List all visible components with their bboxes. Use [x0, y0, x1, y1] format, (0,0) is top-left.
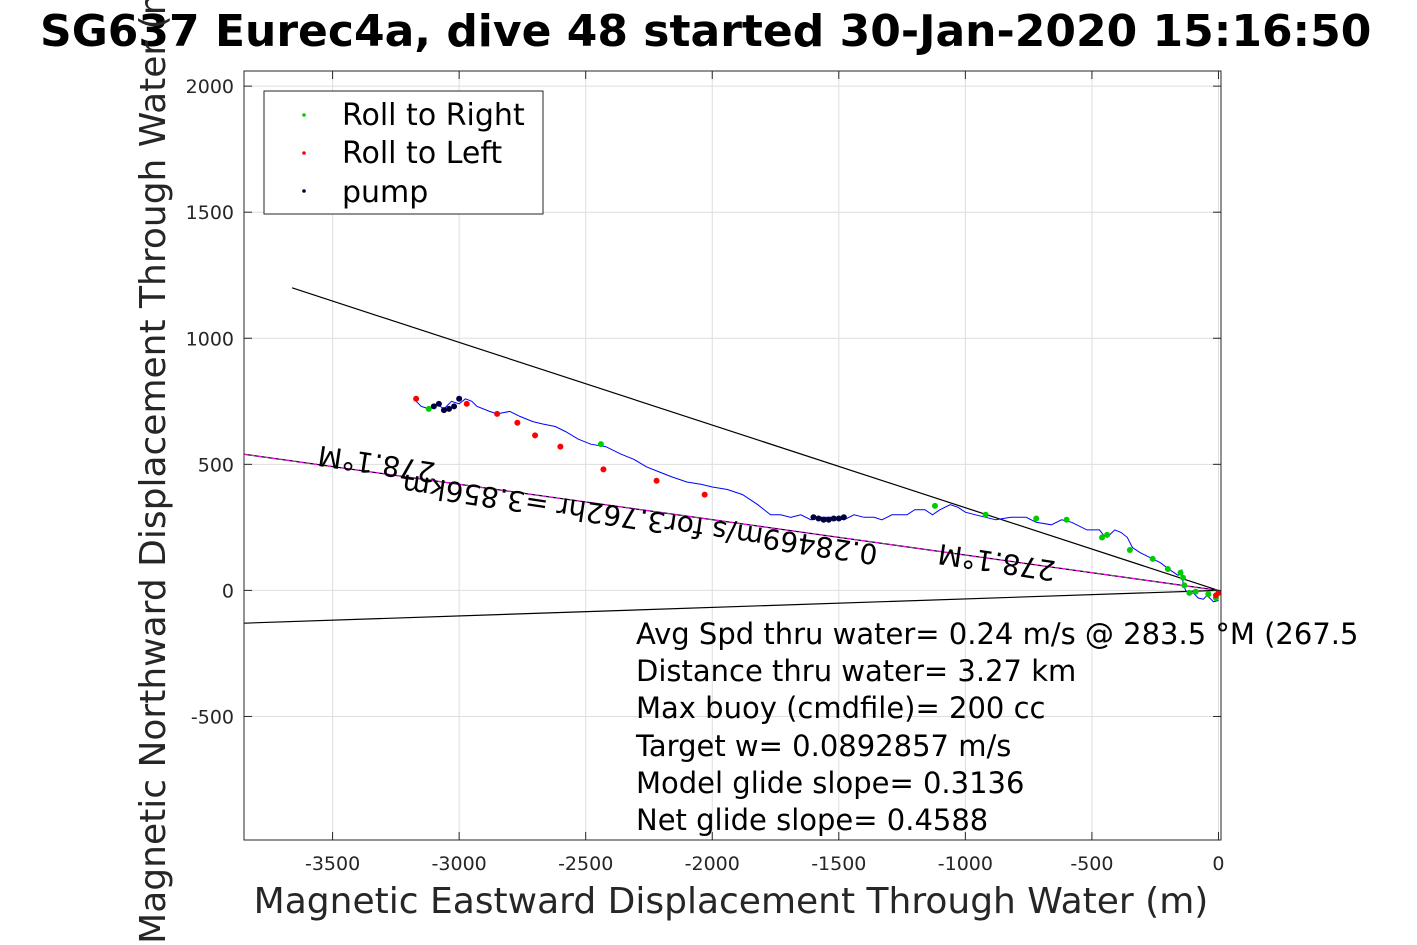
stat-target-w: Target w= 0.0892857 m/s [635, 729, 1011, 763]
roll-right-point [597, 441, 604, 448]
roll-left-point [413, 395, 420, 402]
x-tick-label: -2000 [685, 853, 740, 875]
roll-pump-markers [413, 395, 1221, 601]
roll-right-point [1104, 531, 1111, 538]
legend-label-roll-right: Roll to Right [342, 98, 525, 133]
legend-marker-pump [302, 189, 306, 193]
legend-box [263, 90, 544, 215]
y-tick-label: 500 [198, 454, 234, 476]
pump-point [446, 405, 453, 412]
roll-right-point [1186, 589, 1193, 596]
roll-left-point [463, 400, 470, 407]
avg-heading-line [244, 453, 1219, 591]
stat-distance: Distance thru water= 3.27 km [636, 654, 1076, 688]
pump-point [840, 514, 847, 521]
x-tick-label: -2500 [558, 853, 613, 875]
roll-left-point [532, 432, 539, 439]
roll-right-point [1181, 582, 1188, 589]
roll-right-point [1192, 588, 1199, 595]
y-tick-label: -500 [191, 706, 234, 728]
roll-right-point [1164, 565, 1171, 572]
x-tick-label: -1000 [938, 853, 993, 875]
legend-marker-roll-left [302, 151, 306, 155]
stat-avg-speed: Avg Spd thru water= 0.24 m/s @ 283.5 °M … [636, 617, 1358, 651]
axis-ticks: -3500 -3000 -2500 -2000 -1500 -1000 -500 0 -500 0… [186, 71, 1225, 875]
y-axis-label: Magnetic Northward Displacement Through … [133, 0, 174, 944]
chart-title: SG637 Eurec4a, dive 48 started 30-Jan-20… [40, 6, 1372, 57]
roll-left-point [557, 443, 564, 450]
dive-track [413, 398, 1219, 603]
y-tick-label: 1000 [186, 328, 234, 350]
roll-left-point [1212, 592, 1219, 599]
pump-point [456, 395, 463, 402]
y-tick-label: 0 [222, 580, 234, 602]
pump-point [815, 515, 822, 522]
pump-point [820, 516, 827, 523]
pump-point [835, 515, 842, 522]
x-tick-label: -3500 [305, 853, 360, 875]
roll-right-point [982, 511, 989, 518]
x-tick-label: -500 [1070, 853, 1113, 875]
roll-left-point [653, 477, 660, 484]
roll-right-point [1177, 569, 1184, 576]
roll-left-point [701, 491, 708, 498]
roll-right-point [1180, 574, 1187, 581]
legend: Roll to Right Roll to Left pump [263, 90, 544, 215]
reference-line [291, 287, 1219, 591]
roll-left-point [514, 419, 521, 426]
plot-frame [243, 70, 1222, 841]
pump-point [440, 407, 447, 414]
reference-line [244, 589, 1219, 624]
pump-point [451, 403, 458, 410]
pump-point [825, 516, 832, 523]
roll-right-point [1033, 515, 1040, 522]
pump-point [810, 514, 817, 521]
stats-textbox: Avg Spd thru water= 0.24 m/s @ 283.5 °M … [635, 617, 1358, 837]
pump-point [830, 515, 837, 522]
roll-right-point [1126, 547, 1133, 554]
y-tick-label: 2000 [186, 76, 234, 98]
roll-right-point [1205, 591, 1212, 598]
x-tick-label: -3000 [432, 853, 487, 875]
stat-max-buoy: Max buoy (cmdfile)= 200 cc [636, 691, 1045, 725]
roll-right-point [1149, 555, 1156, 562]
roll-right-point [1063, 516, 1070, 523]
roll-right-point [425, 405, 432, 412]
x-axis-label: Magnetic Eastward Displacement Through W… [254, 881, 1209, 922]
roll-left-point [494, 410, 501, 417]
y-tick-label: 1500 [186, 202, 234, 224]
x-tick-label: -1500 [811, 853, 866, 875]
reference-lines [244, 287, 1219, 624]
roll-right-point [931, 502, 938, 509]
pump-point [430, 403, 437, 410]
stat-net-glide: Net glide slope= 0.4588 [636, 803, 988, 837]
legend-marker-roll-right [302, 113, 306, 117]
x-tick-label: 0 [1212, 853, 1224, 875]
legend-label-pump: pump [342, 175, 428, 210]
roll-left-point [600, 466, 607, 473]
pump-point [435, 400, 442, 407]
roll-right-point [1099, 534, 1106, 541]
legend-label-roll-left: Roll to Left [342, 136, 502, 171]
stat-model-glide: Model glide slope= 0.3136 [636, 766, 1024, 800]
track-line [413, 398, 1219, 603]
